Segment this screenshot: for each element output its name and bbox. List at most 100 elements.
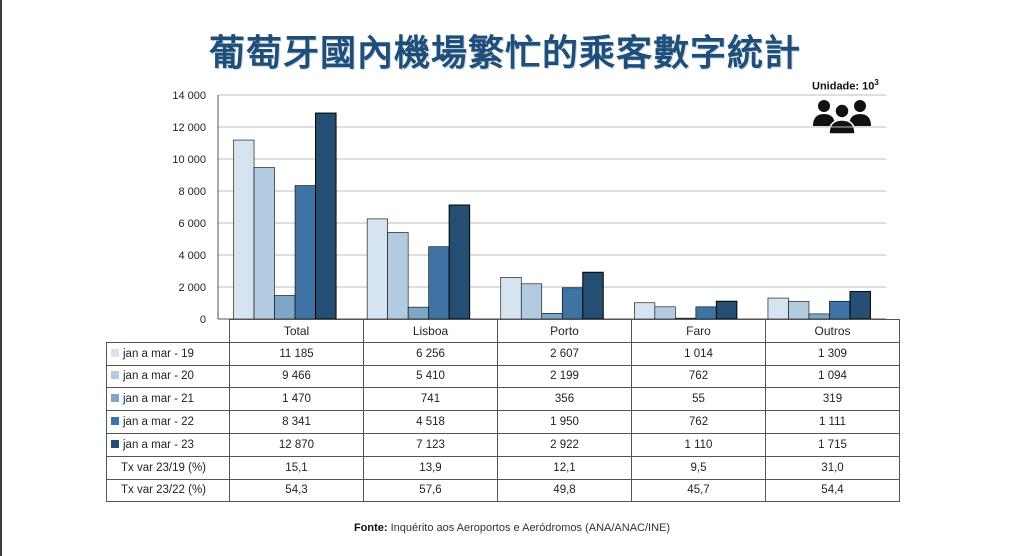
legend-swatch (111, 348, 119, 357)
left-border (0, 0, 2, 556)
bar-total-2 (274, 295, 296, 320)
bar-outros-1 (788, 301, 810, 320)
bar-porto-3 (561, 287, 584, 320)
row-label: Tx var 23/22 (%) (106, 478, 230, 503)
legend-swatch (111, 394, 119, 403)
table-cell: 12 870 (229, 432, 364, 457)
bar-porto-1 (520, 283, 543, 320)
table-cell: 13,9 (363, 455, 498, 480)
table-cell: 9,5 (631, 455, 766, 480)
bar-total-3 (294, 185, 316, 320)
bar-faro-3 (695, 306, 717, 320)
table-row: jan a mar - 21 1 470 741 356 55 319 (106, 387, 900, 412)
bar-outros-3 (829, 300, 851, 320)
table-row: jan a mar - 23 12 870 7 123 2 922 1 110 1 715 (106, 432, 900, 457)
table-cell: 7 123 (363, 432, 498, 457)
bar-total-0 (233, 139, 255, 320)
y-tick-label: 12 000 (172, 122, 206, 134)
table-cell: 2 199 (497, 364, 632, 389)
table-cell: 1 111 (765, 410, 900, 434)
page-title: 葡萄牙國內機場繁忙的乘客數字統計 (208, 32, 801, 74)
bar-outros-4 (849, 291, 871, 320)
y-tick-label: 8 000 (178, 186, 206, 198)
legend-label: jan a mar - 19 (123, 347, 194, 360)
table-cell: 9 466 (229, 364, 364, 389)
bar-total-1 (253, 167, 275, 320)
table-cell: 54,3 (229, 478, 364, 503)
bar-outros-0 (767, 297, 789, 320)
bar-lisboa-2 (407, 306, 429, 320)
table-cell: 2 922 (497, 432, 632, 457)
table-cell: 12,1 (497, 455, 632, 480)
table-cell: 1 110 (631, 432, 766, 457)
bars (233, 112, 871, 320)
y-tick-label: 14 000 (172, 90, 206, 102)
table-cell: 1 309 (765, 341, 900, 366)
table-cell: 15,1 (229, 455, 364, 480)
y-tick-label: 10 000 (172, 154, 206, 166)
table-cell: 762 (631, 410, 766, 434)
data-table: Total Lisboa Porto Faro Outros jan a mar - 1… (106, 319, 900, 503)
source-note: Fonte: Inquérito aos Aeroportos e Aeródr… (353, 522, 671, 534)
table-cell: 11 185 (229, 341, 364, 366)
legend-label: jan a mar - 20 (123, 370, 194, 383)
table-col-header: Faro (631, 319, 766, 343)
bar-lisboa-1 (387, 232, 409, 320)
table-cell: 5 410 (363, 364, 498, 389)
y-tick-label: 4 000 (178, 250, 206, 262)
table-cell: 741 (363, 387, 498, 412)
bar-lisboa-0 (366, 218, 388, 320)
table-cell: 1 094 (765, 364, 900, 389)
table-cell: 54,4 (765, 478, 900, 503)
row-label: Tx var 23/19 (%) (106, 455, 230, 480)
legend-label: jan a mar - 22 (123, 416, 194, 429)
legend-row-label: jan a mar - 21 (106, 387, 230, 412)
table-cell: 49,8 (497, 478, 632, 503)
bar-faro-0 (634, 302, 656, 320)
bar-faro-1 (654, 306, 676, 320)
table-col-header: Total (229, 319, 364, 343)
table-cell: 319 (765, 387, 900, 412)
unit-label: Unidade: 103 (812, 78, 879, 93)
bar-total-4 (315, 112, 337, 320)
bar-porto-0 (500, 276, 522, 320)
bar-lisboa-3 (428, 246, 450, 320)
table-cell: 1 470 (229, 387, 364, 412)
legend-label: jan a mar - 23 (123, 438, 194, 451)
table-col-header: Porto (497, 319, 632, 343)
table-row: jan a mar - 20 9 466 5 410 2 199 762 1 094 (106, 364, 900, 389)
legend-row-label: jan a mar - 22 (106, 410, 230, 434)
y-tick-label: 6 000 (178, 218, 206, 230)
table-cell: 2 607 (497, 341, 632, 366)
table-cell: 762 (631, 364, 766, 389)
y-tick-label: 2 000 (178, 282, 206, 294)
table-row: Tx var 23/19 (%) 15,1 13,9 12,1 9,5 31,0 (106, 455, 900, 480)
table-cell: 6 256 (363, 341, 498, 366)
table-cell: 45,7 (631, 478, 766, 503)
legend-swatch (111, 439, 119, 448)
table-cell: 1 950 (497, 410, 632, 434)
table-cell: 4 518 (363, 410, 498, 434)
table-header-row: Total Lisboa Porto Faro Outros (106, 319, 900, 343)
table-cell: 356 (497, 387, 632, 412)
table-cell: 1 014 (631, 341, 766, 366)
table-row: jan a mar - 19 11 185 6 256 2 607 1 014 1 309 (106, 341, 900, 366)
bar-lisboa-4 (448, 204, 471, 320)
legend-row-label: jan a mar - 20 (106, 364, 230, 389)
legend-label: jan a mar - 21 (123, 393, 194, 406)
table-col-header: Lisboa (363, 319, 498, 343)
legend-swatch (111, 371, 119, 380)
table-cell: 1 715 (765, 432, 900, 457)
legend-row-label: jan a mar - 23 (106, 432, 230, 457)
bar-faro-4 (715, 300, 738, 320)
table-cell: 57,6 (363, 478, 498, 503)
legend-swatch (111, 417, 119, 426)
table-row: Tx var 23/22 (%) 54,3 57,6 49,8 45,7 54,4 (106, 478, 900, 503)
legend-row-label: jan a mar - 19 (106, 341, 230, 366)
table-row: jan a mar - 22 8 341 4 518 1 950 762 1 111 (106, 410, 900, 434)
people-group-icon (813, 100, 871, 135)
table-cell: 8 341 (229, 410, 364, 434)
table-cell: 31,0 (765, 455, 900, 480)
table-corner (106, 319, 230, 343)
